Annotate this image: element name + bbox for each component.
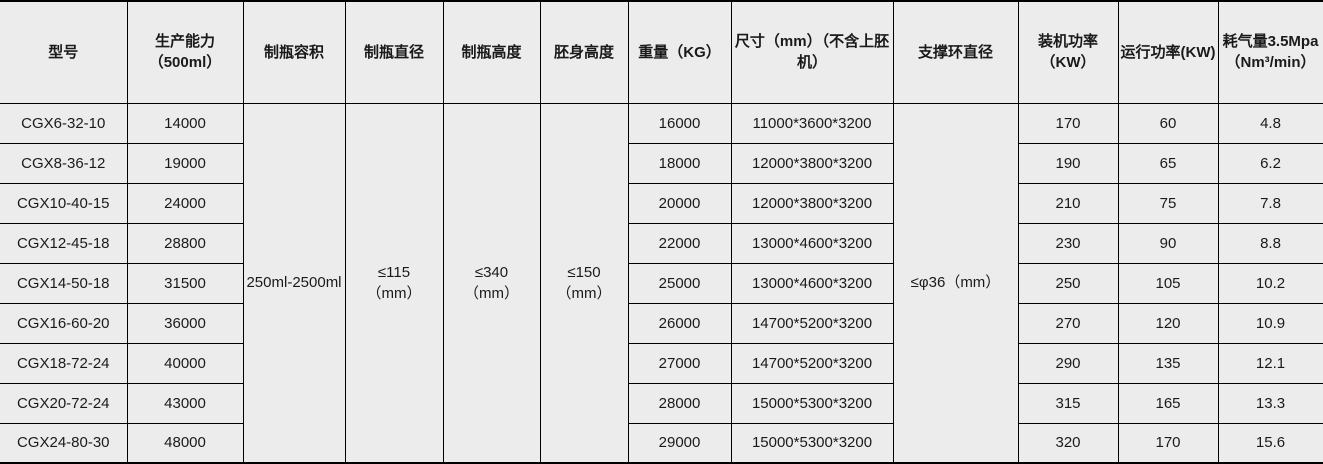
cell-installed_power: 270 <box>1017 302 1119 344</box>
header-cell-bottle_volume: 制瓶容积 <box>242 0 346 104</box>
header-cell-support_ring_diameter: 支撑环直径 <box>892 0 1019 104</box>
cell-running_power: 90 <box>1117 222 1219 264</box>
cell-installed_power: 230 <box>1017 222 1119 264</box>
header-cell-capacity: 生产能力 （500ml） <box>126 0 244 104</box>
header-cell-model: 型号 <box>0 0 128 104</box>
cell-capacity: 40000 <box>126 342 244 384</box>
cell-running_power: 60 <box>1117 102 1219 144</box>
cell-capacity: 28800 <box>126 222 244 264</box>
cell-model: CGX6-32-10 <box>0 102 128 144</box>
cell-weight: 27000 <box>627 342 732 384</box>
cell-size: 12000*3800*3200 <box>730 142 894 184</box>
cell-capacity: 36000 <box>126 302 244 344</box>
cell-model: CGX10-40-15 <box>0 182 128 224</box>
cell-model: CGX12-45-18 <box>0 222 128 264</box>
header-cell-air_consumption: 耗气量3.5Mpa （Nm³/min） <box>1217 0 1323 104</box>
table-row-CGX18-72-24: CGX18-72-24 40000 27000 14700*5200*3200 290 1… <box>0 342 1323 384</box>
cell-air_consumption: 15.6 <box>1217 422 1323 464</box>
cell-model: CGX14-50-18 <box>0 262 128 304</box>
cell-capacity: 14000 <box>126 102 244 144</box>
cell-running_power: 65 <box>1117 142 1219 184</box>
cell-model: CGX24-80-30 <box>0 422 128 464</box>
cell-air_consumption: 4.8 <box>1217 102 1323 144</box>
cell-installed_power: 320 <box>1017 422 1119 464</box>
table-row-CGX12-45-18: CGX12-45-18 28800 22000 13000*4600*3200 230 9… <box>0 222 1323 264</box>
table-row-CGX10-40-15: CGX10-40-15 24000 20000 12000*3800*3200 210 7… <box>0 182 1323 224</box>
cell-running_power: 105 <box>1117 262 1219 304</box>
cell-running_power: 170 <box>1117 422 1219 464</box>
merged-cell-bottle_volume: 250ml-2500ml <box>242 102 346 464</box>
cell-size: 13000*4600*3200 <box>730 262 894 304</box>
header-cell-bottle_height: 制瓶高度 <box>442 0 541 104</box>
cell-capacity: 43000 <box>126 382 244 424</box>
cell-running_power: 135 <box>1117 342 1219 384</box>
cell-installed_power: 290 <box>1017 342 1119 384</box>
cell-capacity: 48000 <box>126 422 244 464</box>
table-row-CGX20-72-24: CGX20-72-24 43000 28000 15000*5300*3200 315 1… <box>0 382 1323 424</box>
cell-size: 15000*5300*3200 <box>730 382 894 424</box>
cell-capacity: 19000 <box>126 142 244 184</box>
cell-weight: 18000 <box>627 142 732 184</box>
table-row-CGX16-60-20: CGX16-60-20 36000 26000 14700*5200*3200 270 1… <box>0 302 1323 344</box>
cell-installed_power: 170 <box>1017 102 1119 144</box>
cell-weight: 20000 <box>627 182 732 224</box>
cell-air_consumption: 13.3 <box>1217 382 1323 424</box>
table-row-CGX8-36-12: CGX8-36-12 19000 18000 12000*3800*3200 190 65… <box>0 142 1323 184</box>
cell-air_consumption: 7.8 <box>1217 182 1323 224</box>
table-body: CGX6-32-10 14000 250ml-2500ml ≤115 （mm） ≤340… <box>0 102 1323 464</box>
cell-running_power: 120 <box>1117 302 1219 344</box>
cell-air_consumption: 6.2 <box>1217 142 1323 184</box>
cell-size: 12000*3800*3200 <box>730 182 894 224</box>
cell-capacity: 31500 <box>126 262 244 304</box>
cell-size: 11000*3600*3200 <box>730 102 894 144</box>
cell-weight: 26000 <box>627 302 732 344</box>
cell-model: CGX18-72-24 <box>0 342 128 384</box>
cell-capacity: 24000 <box>126 182 244 224</box>
cell-air_consumption: 10.9 <box>1217 302 1323 344</box>
cell-model: CGX20-72-24 <box>0 382 128 424</box>
cell-air_consumption: 12.1 <box>1217 342 1323 384</box>
cell-running_power: 75 <box>1117 182 1219 224</box>
header-row: 型号 生产能力 （500ml） 制瓶容积 制瓶直径 制瓶高度 胚身高度 重量（KG） 尺寸（m… <box>0 0 1323 104</box>
table-row-CGX14-50-18: CGX14-50-18 31500 25000 13000*4600*3200 250 1… <box>0 262 1323 304</box>
header-cell-running_power: 运行功率(KW) <box>1117 0 1219 104</box>
cell-installed_power: 315 <box>1017 382 1119 424</box>
cell-weight: 22000 <box>627 222 732 264</box>
table-row-CGX24-80-30: CGX24-80-30 48000 29000 15000*5300*3200 320 1… <box>0 422 1323 464</box>
cell-size: 14700*5200*3200 <box>730 342 894 384</box>
cell-installed_power: 190 <box>1017 142 1119 184</box>
cell-air_consumption: 10.2 <box>1217 262 1323 304</box>
cell-weight: 25000 <box>627 262 732 304</box>
header-cell-bottle_diameter: 制瓶直径 <box>344 0 444 104</box>
cell-weight: 29000 <box>627 422 732 464</box>
table-header: 型号 生产能力 （500ml） 制瓶容积 制瓶直径 制瓶高度 胚身高度 重量（KG） 尺寸（m… <box>0 0 1323 104</box>
cell-installed_power: 210 <box>1017 182 1119 224</box>
header-cell-size: 尺寸（mm）（不含上胚机） <box>730 0 894 104</box>
cell-weight: 16000 <box>627 102 732 144</box>
cell-model: CGX8-36-12 <box>0 142 128 184</box>
merged-cell-bottle_diameter: ≤115 （mm） <box>344 102 444 464</box>
cell-size: 13000*4600*3200 <box>730 222 894 264</box>
cell-running_power: 165 <box>1117 382 1219 424</box>
merged-cell-bottle_height: ≤340 （mm） <box>442 102 541 464</box>
cell-size: 14700*5200*3200 <box>730 302 894 344</box>
cell-size: 15000*5300*3200 <box>730 422 894 464</box>
cell-installed_power: 250 <box>1017 262 1119 304</box>
cell-air_consumption: 8.8 <box>1217 222 1323 264</box>
merged-cell-preform_body_height: ≤150 （mm） <box>539 102 629 464</box>
cell-weight: 28000 <box>627 382 732 424</box>
header-cell-preform_body_height: 胚身高度 <box>539 0 629 104</box>
header-cell-weight: 重量（KG） <box>627 0 732 104</box>
header-cell-installed_power: 装机功率 （KW） <box>1017 0 1119 104</box>
merged-cell-support_ring_diameter: ≤φ36（mm） <box>892 102 1019 464</box>
cell-model: CGX16-60-20 <box>0 302 128 344</box>
table-row-CGX6-32-10: CGX6-32-10 14000 250ml-2500ml ≤115 （mm） ≤340… <box>0 102 1323 464</box>
